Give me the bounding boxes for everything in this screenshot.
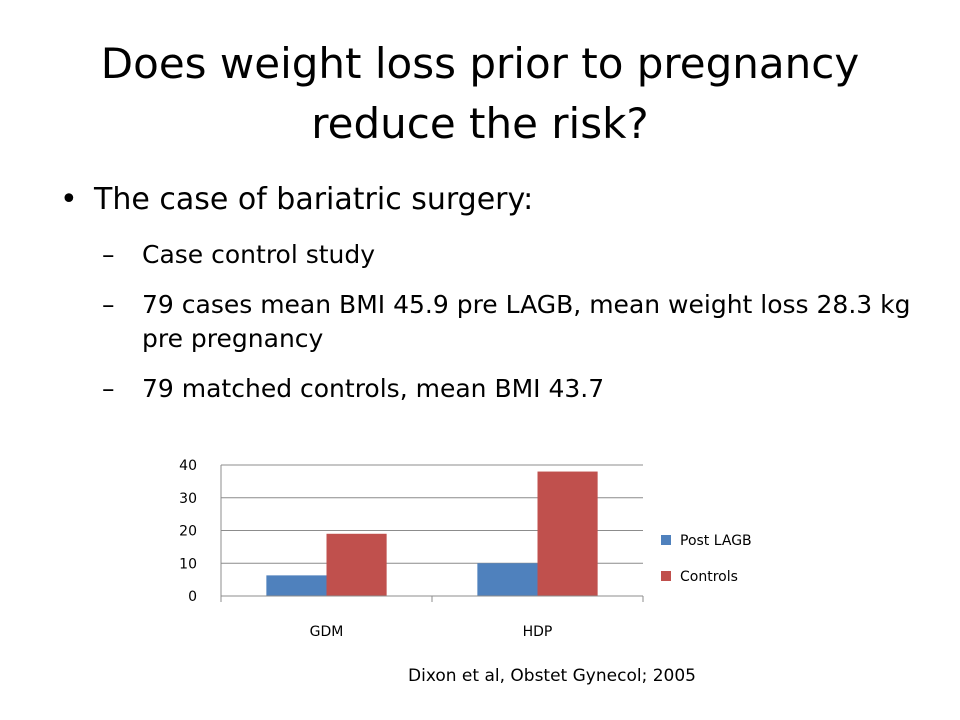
citation: Dixon et al, Obstet Gynecol; 2005 xyxy=(408,666,696,686)
dash-marker: – xyxy=(102,290,115,319)
legend-label: Post LAGB xyxy=(680,533,752,549)
legend-swatch xyxy=(661,535,671,545)
slide-title: Does weight loss prior to pregnancy redu… xyxy=(100,39,860,148)
bar-hdp-0 xyxy=(477,563,538,596)
bullet-list: • The case of bariatric surgery: – Case … xyxy=(60,180,920,406)
sub-bullet-text: Case control study xyxy=(142,240,376,269)
sub-bullet-text: 79 matched controls, mean BMI 43.7 xyxy=(142,374,605,403)
y-tick-label: 30 xyxy=(179,491,197,507)
bar-gdm-1 xyxy=(326,533,387,596)
bar-hdp-1 xyxy=(537,471,598,596)
legend-swatch xyxy=(661,571,671,581)
x-tick-label: HDP xyxy=(523,624,553,640)
y-tick-label: 20 xyxy=(179,524,197,540)
bullet-text: The case of bariatric surgery: xyxy=(94,182,534,217)
bar-chart: 0 10 20 30 40 GDM HDP Post LAGB Controls xyxy=(179,458,752,640)
sub-bullet-item: – 79 matched controls, mean BMI 43.7 xyxy=(60,372,920,406)
bullet-marker: • xyxy=(60,182,78,217)
bullet-item: • The case of bariatric surgery: xyxy=(60,180,920,220)
sub-bullet-item: – 79 cases mean BMI 45.9 pre LAGB, mean … xyxy=(60,288,920,356)
dash-marker: – xyxy=(102,240,115,269)
y-tick-label: 10 xyxy=(179,556,197,572)
dash-marker: – xyxy=(102,374,115,403)
y-tick-label: 0 xyxy=(188,589,197,605)
sub-bullet-text: 79 cases mean BMI 45.9 pre LAGB, mean we… xyxy=(142,290,911,353)
legend-label: Controls xyxy=(680,569,738,585)
bar-gdm-0 xyxy=(266,575,327,596)
sub-bullet-item: – Case control study xyxy=(60,238,920,272)
x-tick-label: GDM xyxy=(310,624,344,640)
y-tick-label: 40 xyxy=(179,458,197,474)
